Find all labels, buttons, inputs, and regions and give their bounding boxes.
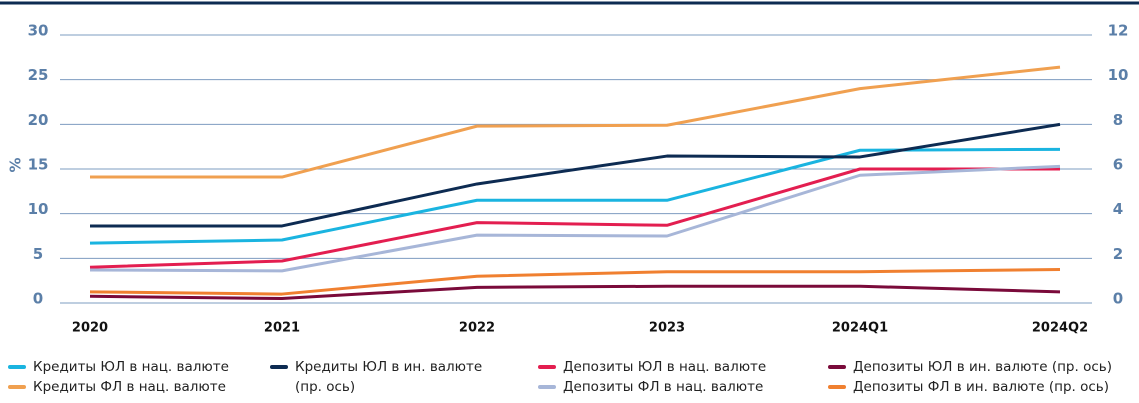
legend-label: Кредиты ЮЛ в нац. валюте [33, 359, 229, 375]
legend-item: Кредиты ЮЛ в нац. валюте [8, 357, 270, 377]
legend-swatch [8, 385, 26, 389]
x-tick-label: 2021 [264, 321, 300, 336]
x-tick-label: 2020 [72, 321, 108, 336]
legend-swatch [828, 365, 846, 369]
series-line [90, 122, 1061, 228]
y2-tick-label: 0 [1113, 290, 1123, 308]
legend-item: Депозиты ФЛ в ин. валюте (пр. ось) [828, 377, 1128, 397]
y2-tick-label: 10 [1108, 66, 1129, 84]
y2-tick-label: 2 [1113, 245, 1123, 263]
series-line [89, 147, 1061, 245]
legend-item: Депозиты ЮЛ в нац. валюте [538, 357, 828, 377]
series-line [89, 167, 1060, 269]
series-line [89, 268, 1061, 296]
x-tick-label: 2023 [649, 321, 685, 336]
legend-swatch [828, 385, 846, 389]
legend-item: Кредиты ФЛ в нац. валюте [8, 377, 270, 397]
legend-label: Кредиты ЮЛ в ин. валюте (пр. ось) [295, 359, 483, 395]
legend-swatch [538, 385, 556, 389]
y2-tick-label: 8 [1113, 111, 1123, 129]
series-line [90, 65, 1061, 179]
y2-tick-label: 4 [1113, 200, 1123, 218]
y-tick-label: 25 [28, 66, 49, 84]
series-line [89, 164, 1061, 273]
y2-tick-label: 12 [1108, 22, 1129, 40]
y-tick-label: 30 [28, 22, 49, 40]
legend-swatch [270, 365, 288, 369]
x-tick-label: 2022 [459, 321, 495, 336]
chart: % 0 5 10 15 20 25 30 0 2 4 6 8 10 12 2020 2021 2022 2023 2… [0, 1, 1139, 336]
legend-label: Депозиты ЮЛ в нац. валюте [563, 359, 767, 375]
series-line [89, 284, 1061, 301]
y-tick-label: 5 [33, 245, 43, 263]
x-tick-label: 2024Q2 [1032, 321, 1088, 336]
legend-item: Депозиты ЮЛ в ин. валюте (пр. ось) [828, 357, 1128, 377]
y-axis-label: % [7, 157, 25, 172]
legend-label: Депозиты ЮЛ в ин. валюте (пр. ось) [853, 359, 1112, 375]
y-tick-label: 0 [33, 290, 43, 308]
legend: Кредиты ЮЛ в нац. валюте Кредиты ЮЛ в ин.… [8, 357, 1128, 397]
y-tick-label: 15 [28, 156, 49, 174]
legend-swatch [8, 365, 26, 369]
legend-swatch [538, 365, 556, 369]
legend-label: Депозиты ФЛ в нац. валюте [563, 379, 764, 395]
y-tick-label: 20 [28, 111, 49, 129]
legend-label: Кредиты ФЛ в нац. валюте [33, 379, 226, 395]
legend-label: Депозиты ФЛ в ин. валюте (пр. ось) [853, 379, 1110, 395]
legend-item: Депозиты ФЛ в нац. валюте [538, 377, 828, 397]
y-tick-label: 10 [28, 200, 49, 218]
x-tick-label: 2024Q1 [832, 321, 888, 336]
y2-tick-label: 6 [1113, 156, 1123, 174]
legend-item: Кредиты ЮЛ в ин. валюте (пр. ось) [270, 357, 495, 397]
